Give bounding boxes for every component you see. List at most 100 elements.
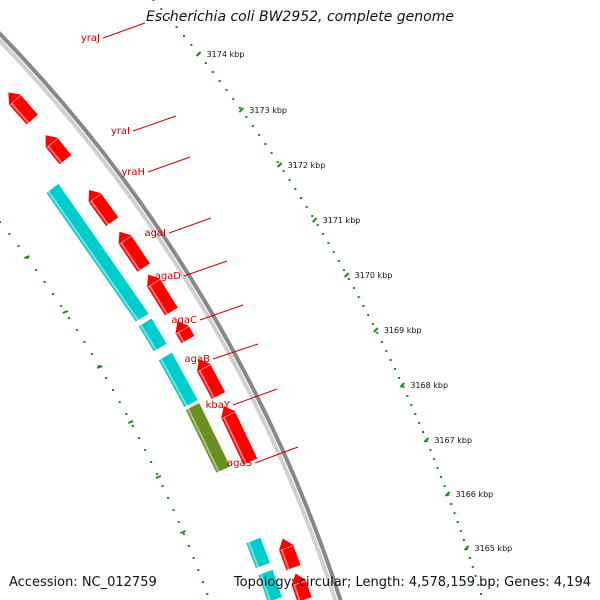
scale-dot xyxy=(322,233,325,235)
scale-tick-label: 3170 kbp xyxy=(355,271,393,280)
red-gene-arrowhead xyxy=(278,538,294,551)
cyan-gene-feature-highlight xyxy=(139,324,157,352)
gc-dot xyxy=(60,305,63,307)
gc-dot xyxy=(0,221,1,223)
red-gene-arrowhead xyxy=(196,359,211,372)
scale-tick-label: 3168 kbp xyxy=(410,381,448,390)
gene-leader-line xyxy=(199,304,244,321)
scale-dot xyxy=(480,593,483,595)
gc-tick xyxy=(127,420,134,424)
scale-dot xyxy=(270,152,273,154)
scale-dot xyxy=(477,584,480,586)
scale-dot xyxy=(211,71,214,73)
cyan-gene-feature xyxy=(45,182,151,323)
gc-dot xyxy=(144,449,147,451)
gene-label-agad: agaD xyxy=(155,271,182,282)
red-gene-arrowhead xyxy=(221,406,236,419)
scale-dot xyxy=(410,404,413,406)
red-gene-feature-highlight xyxy=(90,200,110,226)
gc-dot xyxy=(17,245,20,247)
scale-dot xyxy=(316,224,319,226)
scale-dot xyxy=(238,107,241,109)
scale-tick xyxy=(399,382,406,388)
red-gene-feature xyxy=(174,325,196,345)
scale-dot xyxy=(218,80,221,82)
scale-tick xyxy=(373,327,379,333)
cyan-gene-feature xyxy=(257,568,284,600)
gene-leader-line xyxy=(168,217,212,234)
gc-dot xyxy=(83,341,86,343)
map-title: Escherichia coli BW2952, complete genome xyxy=(146,9,454,25)
gc-dot xyxy=(112,389,115,391)
scale-tick xyxy=(195,51,202,57)
cyan-gene-feature xyxy=(157,351,200,409)
scale-tick-label: 3171 kbp xyxy=(323,216,361,225)
scale-dot xyxy=(398,377,401,379)
scale-tick xyxy=(343,272,350,278)
scale-dot xyxy=(347,278,350,280)
scale-dot xyxy=(376,332,379,334)
gc-tick xyxy=(155,475,162,479)
scale-dot xyxy=(385,350,388,352)
gene-label-yrah: yraH xyxy=(121,167,145,178)
red-gene-feature-highlight xyxy=(120,242,141,272)
cyan-gene-feature-highlight xyxy=(247,541,260,569)
scale-dot xyxy=(332,251,335,253)
gc-dot xyxy=(131,425,134,427)
scale-dot xyxy=(168,17,171,19)
cyan-gene-feature-highlight xyxy=(159,358,188,407)
gene-leader-line xyxy=(232,388,278,406)
scale-tick-label: 3174 kbp xyxy=(207,50,245,59)
red-gene-feature xyxy=(290,579,313,600)
accession-text: Accession: NC_012759 xyxy=(9,575,157,590)
scale-dot xyxy=(459,530,462,532)
scale-dot xyxy=(433,458,436,460)
scale-dot xyxy=(204,62,207,64)
scale-dot xyxy=(443,485,446,487)
gene-label-agab: agaB xyxy=(185,354,211,365)
scale-dot xyxy=(429,449,432,451)
scale-dot xyxy=(468,557,471,559)
scale-tick xyxy=(444,491,451,497)
red-gene-feature-highlight xyxy=(148,285,169,316)
scale-dot xyxy=(414,413,417,415)
scale-tick-label: 3173 kbp xyxy=(249,106,287,115)
scale-dot xyxy=(282,170,285,172)
gc-tick xyxy=(62,310,69,314)
gc-tick xyxy=(96,365,103,369)
gene-label-agac: agaC xyxy=(171,315,197,326)
gc-dot xyxy=(68,317,71,319)
cyan-gene-feature-highlight xyxy=(259,573,271,600)
scale-dot xyxy=(421,431,424,433)
scale-dot xyxy=(342,269,345,271)
red-gene-arrowhead xyxy=(8,92,22,106)
red-gene-feature xyxy=(8,93,40,126)
scale-dot xyxy=(225,89,228,91)
gc-dot xyxy=(167,497,170,499)
scale-dot xyxy=(402,386,405,388)
gene-leader-line xyxy=(147,156,191,173)
gene-leader-line xyxy=(183,260,228,277)
cyan-gene-feature xyxy=(137,317,169,353)
gc-dot xyxy=(26,257,29,259)
scale-tick-label: 3167 kbp xyxy=(434,436,472,445)
gc-dot xyxy=(192,557,195,559)
red-gene-feature xyxy=(196,363,227,401)
gc-dot xyxy=(8,233,11,235)
scale-dot xyxy=(264,143,267,145)
gc-dot xyxy=(75,329,78,331)
scale-dot xyxy=(357,296,360,298)
gene-leader-line xyxy=(212,343,259,360)
scale-dot xyxy=(245,116,248,118)
red-gene-arrowhead xyxy=(45,135,59,149)
gc-dot xyxy=(52,293,55,295)
gene-label-agai: agaI xyxy=(144,228,166,239)
scale-dot xyxy=(474,575,477,577)
gc-dot xyxy=(182,533,185,535)
scale-dot xyxy=(436,467,439,469)
gc-dot xyxy=(155,473,158,475)
red-gene-arrowhead xyxy=(175,321,190,335)
red-gene-arrowhead xyxy=(146,274,161,288)
olive-gene-feature xyxy=(184,401,232,474)
scale-tick xyxy=(463,545,470,551)
